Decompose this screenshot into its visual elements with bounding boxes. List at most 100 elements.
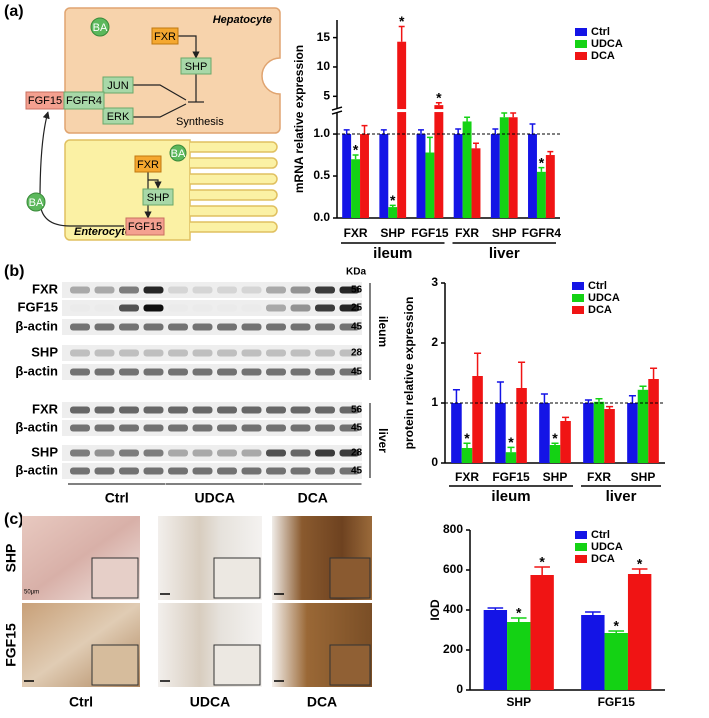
insets — [91, 557, 371, 686]
group-label: ileum — [373, 245, 412, 262]
blot-band — [241, 406, 262, 414]
blot-band — [168, 349, 188, 357]
bar — [604, 409, 615, 463]
error-bar — [501, 112, 508, 118]
blot-band — [315, 286, 335, 294]
blot-band — [339, 467, 360, 475]
y-axis-label: IOD — [428, 599, 442, 621]
blot-band — [94, 449, 115, 457]
blot-band — [94, 368, 115, 376]
blot-band — [290, 406, 311, 414]
blot-band — [94, 323, 115, 331]
group-label: liver — [489, 245, 520, 262]
blot-band — [290, 286, 311, 294]
blot-band — [168, 424, 188, 432]
significance-mark: * — [637, 556, 643, 572]
axis-break — [331, 110, 343, 115]
bar — [397, 41, 407, 218]
blot-band — [143, 368, 164, 376]
significance-mark: * — [516, 605, 522, 621]
ba-node — [169, 144, 187, 162]
bar — [507, 622, 531, 690]
blot-band — [217, 286, 237, 294]
node-label: ERK — [107, 111, 130, 123]
significance-mark: * — [390, 192, 396, 208]
error-bar — [473, 142, 479, 149]
blot-row-label: FGF15 — [18, 299, 58, 314]
bar — [627, 574, 652, 690]
bar — [360, 134, 369, 218]
legend-swatch — [575, 40, 587, 48]
error-bar — [584, 399, 592, 403]
bar — [627, 403, 638, 463]
error-bar — [389, 204, 396, 208]
node-label: JUN — [107, 80, 128, 92]
error-bar — [343, 129, 350, 135]
blot-band — [315, 406, 335, 414]
blot-band — [119, 304, 139, 312]
legend-label: Ctrl — [588, 280, 607, 292]
bar — [388, 207, 398, 218]
node-label: FGFR4 — [66, 95, 102, 107]
blot-size-label: 45 — [351, 322, 363, 333]
blot-band — [192, 467, 213, 475]
group-label: liver — [606, 488, 637, 505]
blot-band — [94, 286, 115, 294]
blot-band — [119, 449, 139, 457]
blot-row-label: SHP — [31, 344, 58, 359]
blot-band — [94, 467, 115, 475]
legend-label: Ctrl — [591, 529, 610, 541]
error-bar — [595, 398, 603, 402]
y-tick-label: 0.5 — [313, 168, 330, 182]
blot-band — [94, 406, 115, 414]
error-bar — [540, 393, 548, 403]
legend-swatch — [575, 555, 587, 563]
legend-swatch — [575, 28, 587, 36]
blot-band — [241, 323, 262, 331]
histology: 50μm SHP FGF15 Ctrl UDCA DCA — [3, 516, 372, 710]
y-tick-label: 2 — [431, 335, 438, 349]
error-bar — [435, 102, 442, 106]
blot-band — [119, 406, 139, 414]
significance-mark: * — [552, 430, 558, 446]
group-label: Ctrl — [105, 490, 129, 506]
shp-node — [142, 188, 174, 206]
legend-label: Ctrl — [591, 26, 610, 38]
blot-band — [241, 304, 262, 312]
y-tick-label: 400 — [443, 602, 463, 616]
blot-band — [315, 349, 335, 357]
scale-bars — [24, 593, 284, 682]
node-label: BA — [29, 197, 44, 209]
error-bar — [463, 442, 471, 448]
blot-band — [217, 349, 237, 357]
blot-band — [143, 323, 164, 331]
blot-row-label: β-actin — [15, 318, 58, 333]
error-bar — [507, 446, 515, 453]
error-bar — [492, 128, 499, 135]
bar — [508, 117, 518, 218]
bar — [471, 148, 481, 218]
legend-swatch — [575, 543, 587, 551]
y-tick-label: 0 — [431, 455, 438, 469]
break-gap — [396, 109, 408, 113]
blot-band — [70, 424, 90, 432]
blot-band — [266, 368, 286, 376]
fgfr4-node — [63, 91, 105, 110]
blot-band — [94, 349, 115, 357]
blot-band — [241, 349, 262, 357]
bar — [581, 615, 605, 690]
blot-band — [168, 368, 188, 376]
legend-swatch — [575, 531, 587, 539]
blot-band — [168, 467, 188, 475]
blot-band — [143, 424, 164, 432]
x-tick-label: SHP — [380, 226, 405, 240]
hepatocyte-cell — [64, 7, 281, 134]
error-bar — [562, 416, 570, 421]
blot-size-label: 45 — [351, 367, 363, 378]
y-tick-label: 200 — [443, 642, 463, 656]
cell-label: Enterocyte — [74, 226, 131, 238]
blot-band — [119, 323, 139, 331]
blot-band — [290, 424, 311, 432]
blot-band — [119, 424, 139, 432]
node-label: FGF15 — [128, 221, 162, 233]
